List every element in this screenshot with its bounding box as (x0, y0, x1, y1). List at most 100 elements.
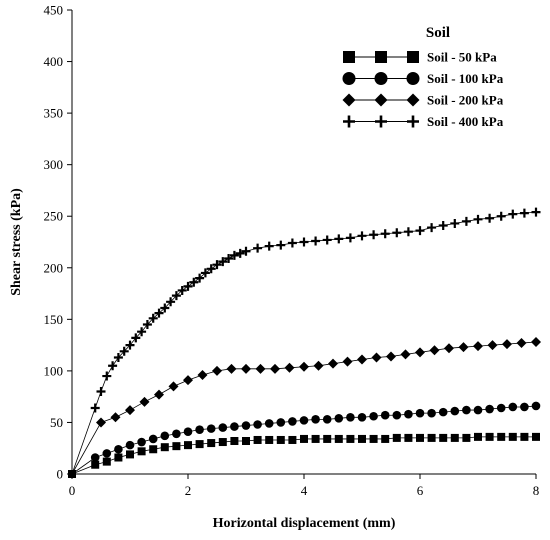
data-point (438, 221, 448, 231)
x-tick-label: 0 (69, 483, 76, 498)
data-point (241, 246, 251, 256)
x-tick-label: 2 (185, 483, 192, 498)
data-point (450, 218, 460, 228)
data-point (242, 437, 250, 446)
data-point (311, 236, 321, 246)
data-point (206, 264, 216, 274)
legend-marker (375, 115, 387, 128)
legend-label: Soil - 50 kPa (427, 50, 497, 65)
data-point (358, 434, 366, 443)
data-point (137, 437, 146, 447)
data-point (142, 319, 152, 329)
legend-marker (342, 72, 356, 85)
data-point (172, 442, 181, 451)
data-point (125, 340, 135, 350)
data-point (392, 228, 402, 238)
data-point (68, 470, 76, 478)
data-point (200, 268, 210, 278)
data-point (313, 360, 324, 371)
data-point (334, 414, 344, 423)
legend-item: Soil - 100 kPa (342, 71, 504, 86)
data-point (265, 435, 274, 444)
data-point (450, 433, 459, 442)
data-point (253, 435, 262, 444)
x-tick-label: 8 (533, 483, 540, 498)
data-point (473, 214, 483, 224)
data-point (137, 447, 146, 456)
data-point (531, 337, 541, 348)
legend-marker (343, 115, 355, 128)
data-point (386, 351, 396, 362)
data-point (171, 291, 181, 301)
data-point (183, 281, 193, 291)
data-point (102, 371, 112, 381)
data-point (485, 213, 495, 223)
legend-marker (374, 93, 388, 107)
data-point (139, 396, 150, 407)
data-point (212, 365, 222, 376)
data-point (520, 402, 529, 412)
y-tick-label: 400 (44, 54, 64, 69)
series-line (71, 405, 537, 475)
y-tick-label: 0 (57, 467, 64, 482)
data-point (473, 405, 483, 415)
data-point (311, 434, 320, 443)
data-point (195, 425, 204, 434)
data-point (183, 375, 193, 386)
data-point (207, 439, 216, 448)
data-point (276, 240, 286, 250)
data-point (154, 308, 164, 318)
x-axis-title: Horizontal displacement (mm) (213, 516, 396, 531)
y-tick-label: 450 (44, 3, 64, 18)
legend-item: Soil - 400 kPa (343, 114, 504, 129)
legend-marker (406, 72, 420, 85)
data-point (346, 434, 355, 443)
data-point (427, 223, 437, 233)
legend-marker (374, 72, 388, 85)
series-square (68, 432, 540, 478)
x-tick-label: 4 (301, 483, 308, 498)
data-point (160, 303, 170, 313)
data-point (137, 327, 147, 337)
data-point (392, 433, 401, 442)
data-point (357, 231, 367, 241)
data-point (342, 356, 353, 367)
y-tick-label: 50 (50, 415, 63, 430)
data-point (235, 248, 245, 258)
data-point (113, 352, 123, 362)
data-point (461, 216, 471, 226)
data-point (531, 207, 541, 217)
legend-item: Soil - 200 kPa (342, 93, 504, 108)
data-point (255, 363, 266, 374)
data-point (125, 440, 135, 450)
data-point (90, 453, 100, 462)
data-point (230, 437, 239, 446)
data-point (404, 409, 413, 419)
x-tick-label: 6 (417, 483, 424, 498)
data-point (474, 432, 482, 441)
data-point (415, 408, 425, 418)
data-point (229, 250, 239, 260)
data-point (380, 229, 390, 239)
data-point (168, 381, 179, 392)
y-tick-label: 300 (44, 157, 64, 172)
data-point (241, 421, 251, 430)
legend-marker (342, 93, 356, 107)
data-point (241, 363, 251, 374)
series-line (71, 436, 536, 475)
legend: Soil Soil - 50 kPa Soil - 100 kPa Soil - 20… (342, 25, 504, 129)
data-point (311, 415, 320, 424)
data-point (218, 423, 228, 432)
data-point (102, 457, 111, 466)
data-point (462, 433, 471, 442)
data-point (218, 438, 227, 447)
legend-item: Soil - 50 kPa (343, 50, 497, 65)
data-point (485, 432, 494, 441)
data-point (473, 341, 483, 352)
data-point (334, 434, 343, 443)
data-point (531, 401, 541, 411)
legend-label: Soil - 200 kPa (427, 93, 504, 108)
data-point (148, 434, 158, 444)
data-point (288, 417, 297, 426)
